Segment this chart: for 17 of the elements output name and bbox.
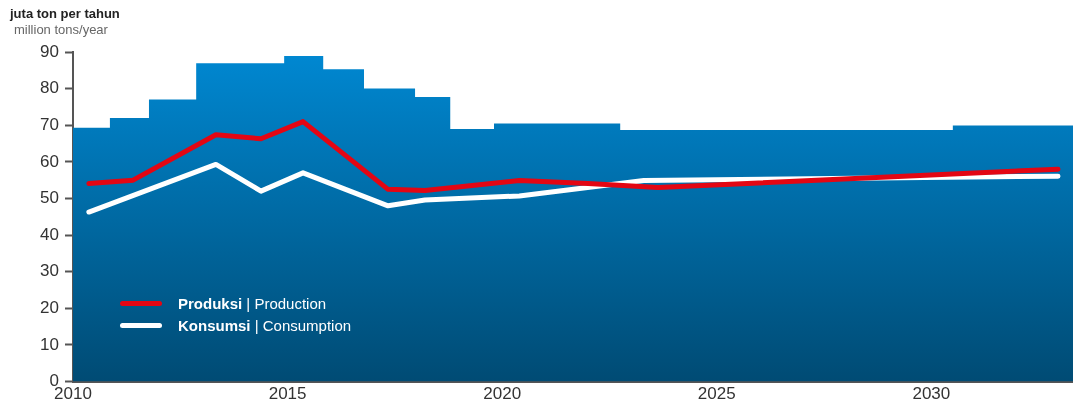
y-tick-label: 40	[40, 224, 59, 244]
y-tick-label: 80	[40, 78, 59, 98]
x-tick-label: 2015	[268, 384, 307, 404]
y-tick-label: 30	[40, 261, 59, 281]
x-tick-label: 2020	[483, 384, 522, 404]
chart-title: juta ton per tahun	[10, 6, 120, 21]
legend-label: Produksi | Production	[178, 294, 327, 312]
y-tick-label: 10	[40, 334, 59, 354]
x-tick-label: 2025	[697, 384, 736, 404]
y-tick-label: 90	[40, 41, 59, 61]
legend-label: Konsumsi | Consumption	[178, 316, 352, 334]
x-tick-label: 2030	[912, 384, 951, 404]
y-tick-label: 20	[40, 298, 59, 318]
chart-subtitle: million tons/year	[14, 22, 108, 37]
y-tick-label: 60	[40, 151, 59, 171]
y-tick-label: 70	[40, 114, 59, 134]
y-tick-label: 50	[40, 188, 59, 208]
